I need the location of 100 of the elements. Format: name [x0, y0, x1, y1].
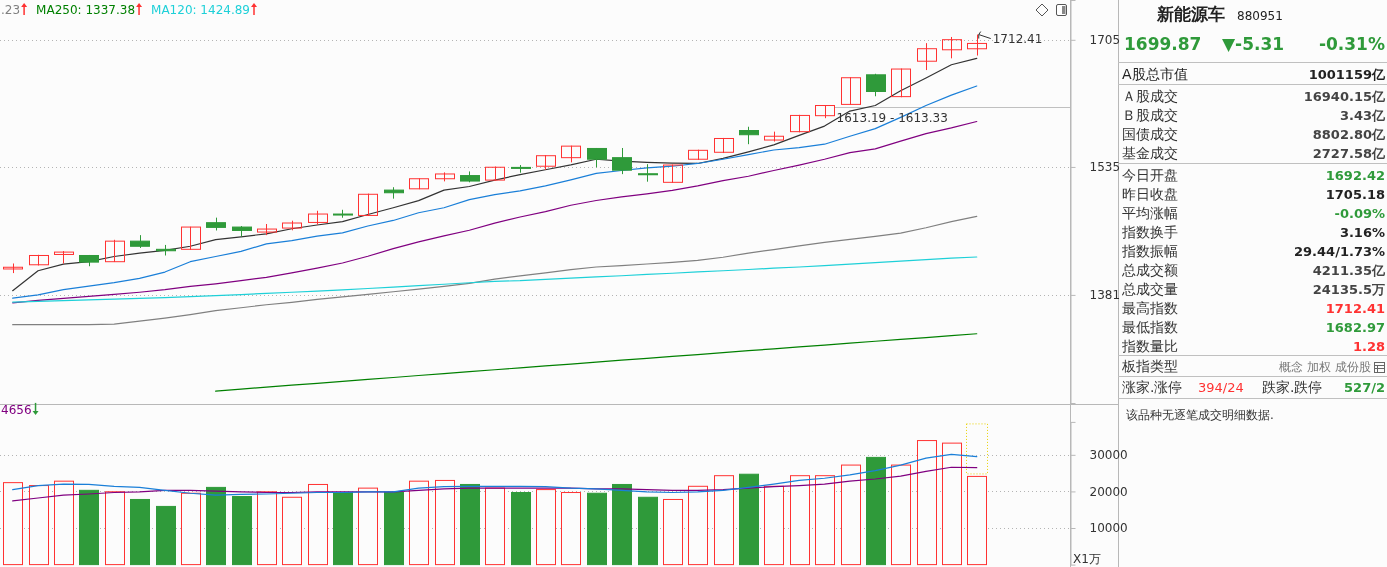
bar [561, 492, 581, 566]
candlestick [917, 42, 937, 71]
text: 29.44/1.73% [1294, 244, 1385, 259]
bar [536, 489, 556, 566]
text: 总成交量 [1121, 281, 1178, 297]
text: -0.31% [1318, 34, 1385, 54]
text: 527/2 [1344, 380, 1385, 395]
bar [54, 480, 74, 566]
text: 1001159亿 [1308, 67, 1386, 82]
bar [790, 475, 810, 566]
text: 新能源车 [1156, 4, 1225, 24]
bar [232, 496, 252, 566]
text: -0.09% [1334, 206, 1385, 221]
bar [764, 485, 784, 566]
bar [688, 485, 708, 566]
line-series [12, 466, 978, 502]
bar [511, 492, 531, 566]
bar [435, 479, 455, 566]
bar [663, 498, 683, 566]
candlestick [841, 76, 861, 106]
line-series [12, 256, 978, 303]
text: 4211.35亿 [1312, 263, 1386, 278]
text: 概念 加权 成份股 [1279, 360, 1371, 374]
text: 3.43亿 [1339, 108, 1386, 123]
bar [358, 487, 378, 566]
bar [714, 475, 734, 566]
bar [638, 496, 658, 566]
y-tick-label: 1705 [1089, 33, 1121, 48]
candlestick [181, 226, 201, 251]
text: 总成交额 [1121, 262, 1178, 278]
text: 8802.80亿 [1312, 127, 1386, 142]
y-axis-title: X1万 [1073, 552, 1101, 566]
text: 板指类型 [1121, 358, 1178, 374]
candlestick [105, 239, 125, 263]
text: .23 [1, 3, 21, 17]
text: 880951 [1237, 9, 1283, 23]
annotation: 1613.19 - 1613.33 [836, 110, 948, 125]
text: 指数换手 [1121, 224, 1178, 240]
text: Ａ股成交 [1122, 88, 1178, 104]
bar [967, 475, 987, 566]
y-tick-label: 20000 [1089, 484, 1128, 499]
text: 昨日收盘 [1122, 186, 1178, 202]
bar [333, 492, 353, 566]
bar [942, 442, 962, 566]
bar [587, 492, 607, 566]
text: A股总市值 [1122, 66, 1188, 82]
bar [460, 483, 480, 566]
text: 指数振幅 [1121, 243, 1178, 259]
bar [79, 489, 99, 566]
text: 指数量比 [1121, 338, 1178, 354]
candlestick [891, 68, 911, 98]
bar [3, 482, 23, 566]
text: 394/24 [1198, 380, 1244, 395]
text: 1712.41 [992, 31, 1043, 46]
candlestick [663, 164, 683, 184]
bar [257, 491, 277, 566]
text: 最高指数 [1122, 300, 1178, 316]
y-tick-label: 1381 [1089, 288, 1121, 303]
candlestick [942, 36, 962, 59]
bar [815, 475, 835, 566]
text: 基金成交 [1122, 145, 1178, 161]
text: 今日开盘 [1122, 167, 1178, 183]
text: 4656 [1, 402, 32, 417]
bar [891, 464, 911, 566]
text: 最低指数 [1122, 319, 1178, 335]
text: 16940.15亿 [1303, 89, 1386, 104]
candlestick [612, 147, 632, 175]
bar [612, 483, 632, 566]
text: 涨家.涨停 [1122, 379, 1183, 395]
text: 1692.42 [1325, 168, 1385, 183]
y-tick-label: 1535 [1089, 160, 1121, 175]
candlestick [358, 193, 378, 217]
text: 国债成交 [1122, 126, 1178, 142]
bar [409, 480, 429, 566]
line-series [12, 215, 978, 326]
text: 该品种无逐笔成交明细数据. [1126, 408, 1274, 422]
text: Ｂ股成交 [1122, 107, 1178, 123]
bar [282, 496, 302, 566]
bar [156, 505, 176, 566]
text: 跌家.跌停 [1262, 379, 1323, 395]
text: 1712.41 [1325, 301, 1385, 316]
text: ▼-5.31 [1222, 34, 1285, 54]
line-series [12, 453, 978, 496]
bar [485, 487, 505, 566]
text: 平均涨幅 [1122, 205, 1178, 221]
bar [29, 485, 49, 566]
line-series [215, 333, 978, 392]
text: 24135.5万 [1312, 282, 1385, 297]
text: MA250: 1337.38 [36, 3, 136, 17]
bar [308, 483, 328, 566]
bar [739, 473, 759, 566]
candlestick [587, 147, 607, 168]
bar [206, 486, 226, 566]
text: 2727.58亿 [1312, 146, 1386, 161]
text: 1.28 [1352, 339, 1385, 354]
bar [841, 464, 861, 566]
bar [130, 498, 150, 566]
bar [105, 491, 125, 566]
bar [384, 492, 404, 566]
text: 1682.97 [1325, 320, 1385, 335]
